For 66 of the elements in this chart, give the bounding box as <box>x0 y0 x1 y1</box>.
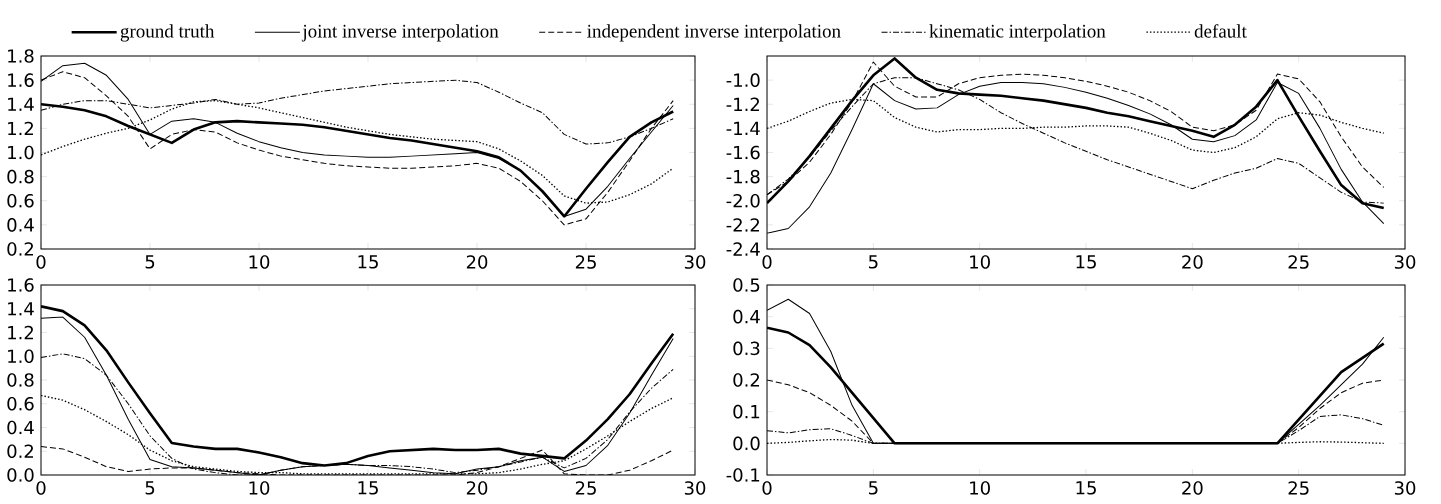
y-tick-label: -2.2 <box>726 218 759 232</box>
y-tick-label: 0.5 <box>733 278 760 292</box>
x-tick-label: 15 <box>1076 255 1096 269</box>
y-tick-label: 1.6 <box>8 278 34 292</box>
x-tick-label: 5 <box>869 255 878 269</box>
x-tick-label: 15 <box>1076 481 1096 495</box>
y-tick-label: 1.4 <box>8 302 34 316</box>
y-tick-label: 0.2 <box>733 373 759 387</box>
y-tick-label: 1.2 <box>8 121 33 136</box>
y-tick-label: 1.4 <box>8 97 34 111</box>
y-tick-label: 0.2 <box>7 242 33 256</box>
y-tick-label: 0.4 <box>733 309 760 324</box>
y-tick-label: 1.0 <box>8 349 34 364</box>
y-tick-label: 0.3 <box>733 341 760 356</box>
x-tick-label: 10 <box>970 481 990 495</box>
y-tick-label: 0.1 <box>733 404 760 419</box>
x-tick-label: 15 <box>358 255 378 269</box>
x-tick-label: 0 <box>36 481 46 495</box>
x-tick-label: 10 <box>249 255 270 269</box>
x-tick-label: 20 <box>466 481 488 495</box>
y-tick-label: -1.4 <box>726 121 760 135</box>
y-tick-label: 0.2 <box>7 444 33 459</box>
x-tick-label: 30 <box>684 255 706 269</box>
x-tick-label: 0 <box>36 255 46 269</box>
y-tick-label: 0.4 <box>7 218 34 232</box>
y-tick-label: 0.8 <box>7 373 34 387</box>
y-tick-label: 1.6 <box>8 73 34 87</box>
x-tick-label: 15 <box>358 481 378 495</box>
y-tick-label: 0.6 <box>7 193 34 208</box>
y-tick-label: -0.1 <box>726 468 760 482</box>
x-tick-label: 30 <box>684 481 706 495</box>
x-tick-label: 10 <box>249 481 270 495</box>
x-tick-label: 0 <box>762 481 772 495</box>
x-tick-label: 5 <box>145 481 155 495</box>
legend-label: default <box>1194 24 1247 38</box>
legend-label: kinematic interpolation <box>929 24 1106 42</box>
x-tick-label: 25 <box>1288 481 1309 495</box>
x-tick-label: 25 <box>575 481 596 495</box>
y-tick-label: -1.6 <box>726 145 760 160</box>
x-tick-label: 10 <box>970 255 990 269</box>
legend-label: independent inverse interpolation <box>587 24 841 42</box>
x-tick-label: 0 <box>762 255 772 269</box>
y-tick-label: 1.0 <box>8 145 34 160</box>
x-tick-label: 25 <box>1288 255 1309 269</box>
y-tick-label: 0.4 <box>7 420 34 435</box>
y-tick-label: 0.0 <box>733 436 760 451</box>
y-tick-label: -1.0 <box>726 73 760 87</box>
x-tick-label: 20 <box>1182 255 1203 269</box>
y-tick-label: 0.8 <box>7 169 34 184</box>
y-tick-label: 0.6 <box>7 396 34 411</box>
y-tick-label: 1.8 <box>8 49 34 63</box>
x-tick-label: 30 <box>1394 481 1416 495</box>
y-tick-label: -2.4 <box>726 242 760 256</box>
x-tick-label: 20 <box>1182 481 1203 495</box>
y-tick-label: -1.2 <box>726 97 759 111</box>
legend-label: ground truth <box>120 24 215 42</box>
x-tick-label: 5 <box>145 255 155 269</box>
legend-label: joint inverse interpolation <box>301 24 499 42</box>
y-tick-label: 0.0 <box>7 468 34 482</box>
y-tick-label: -2.0 <box>726 193 760 208</box>
x-tick-label: 20 <box>466 255 488 269</box>
y-tick-label: 1.2 <box>8 325 33 340</box>
x-tick-label: 30 <box>1394 255 1416 269</box>
x-tick-label: 5 <box>869 481 878 495</box>
y-tick-label: -1.8 <box>726 169 760 184</box>
x-tick-label: 25 <box>575 255 596 269</box>
